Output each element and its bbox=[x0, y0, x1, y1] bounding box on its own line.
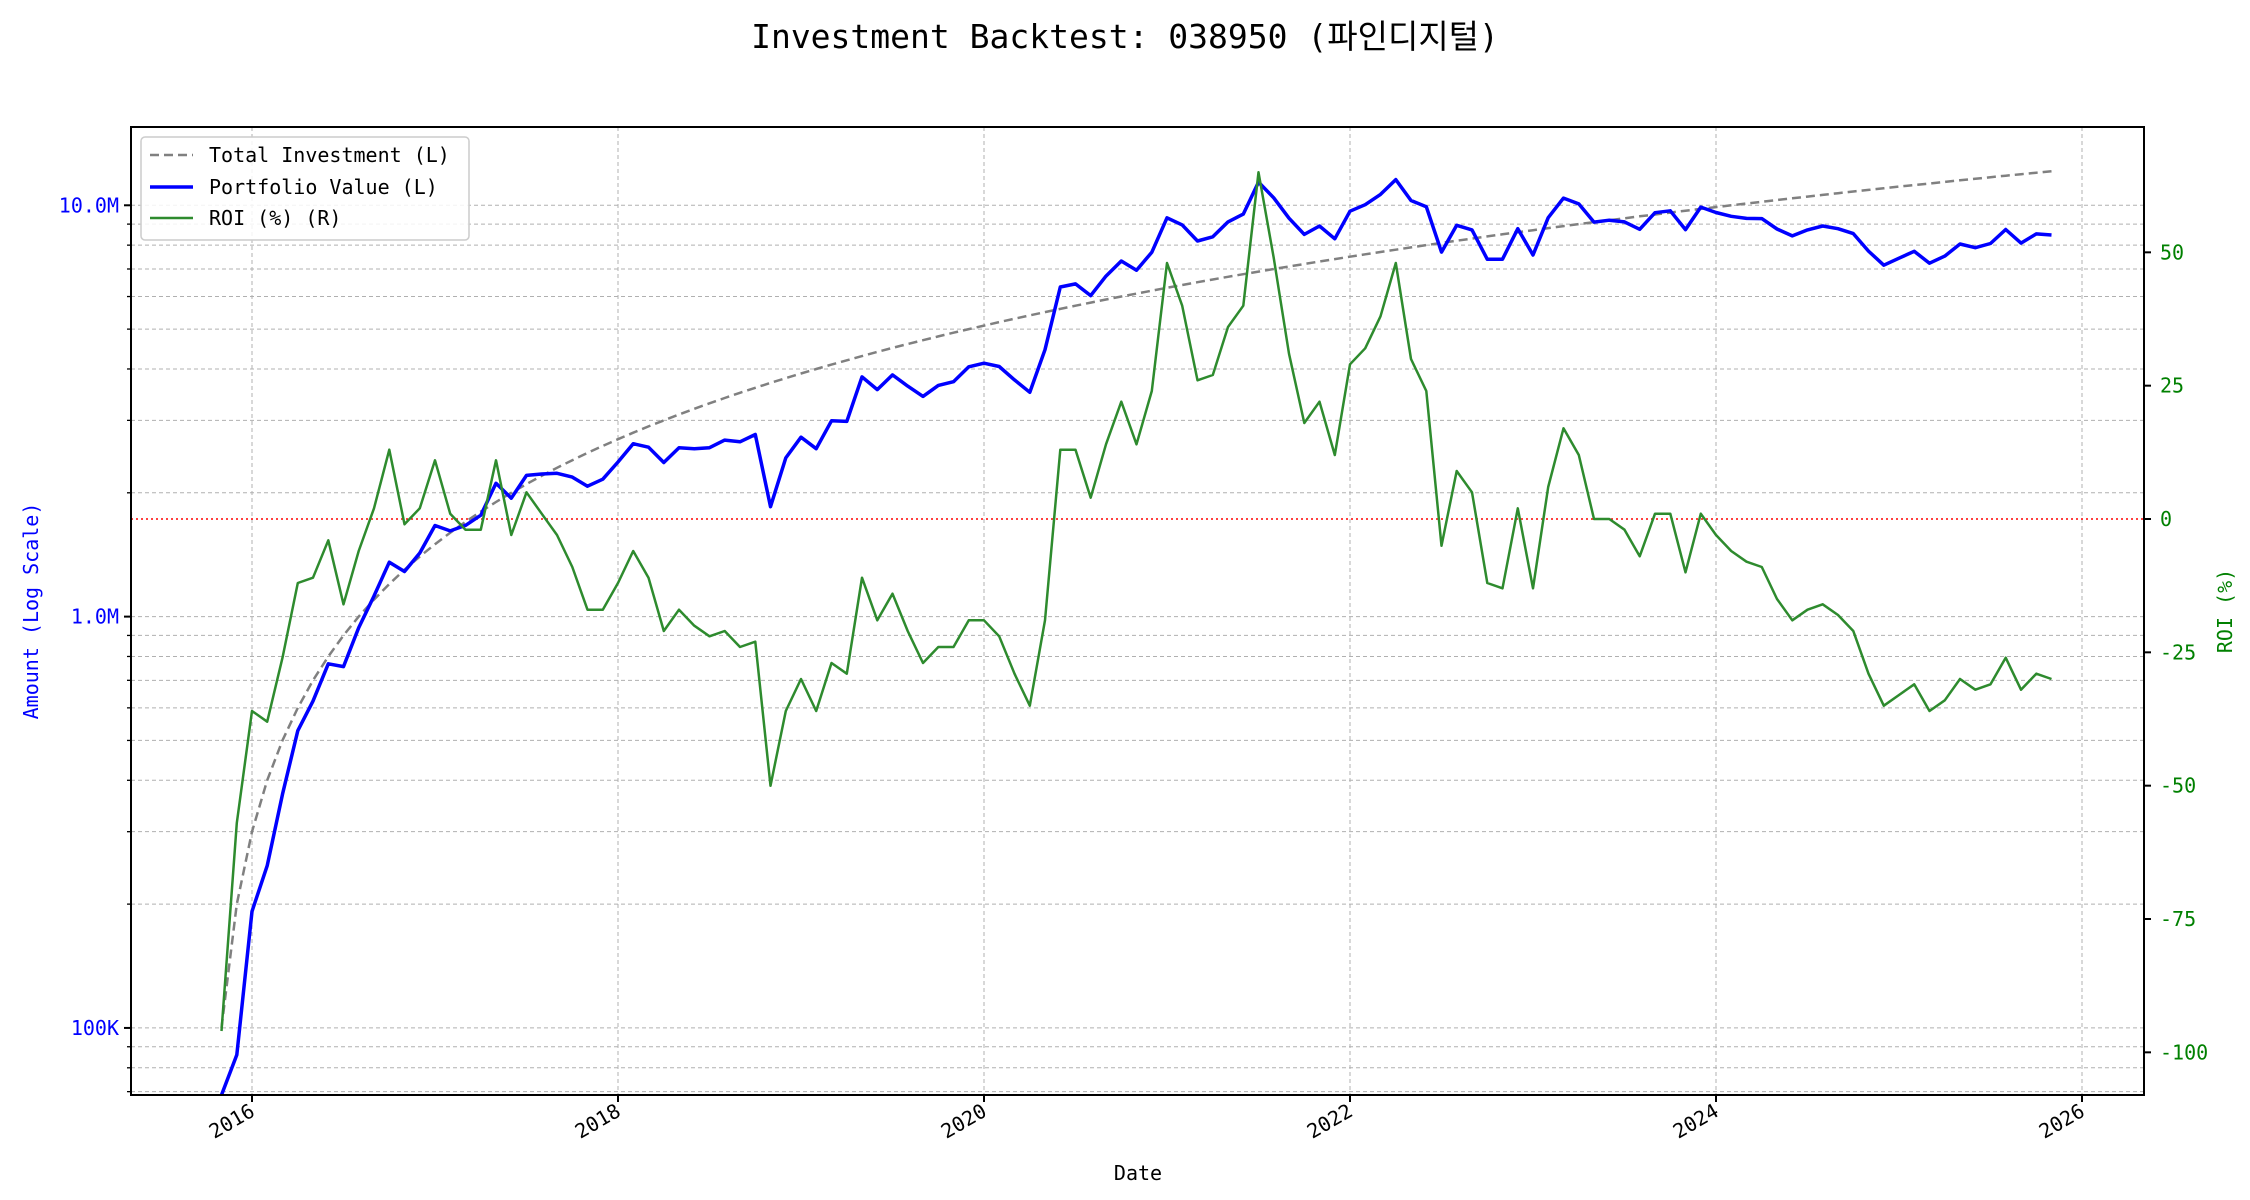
right-tick-label: -100 bbox=[2160, 1040, 2208, 1064]
left-tick-label: 100K bbox=[71, 1016, 119, 1040]
x-tick-label: 2022 bbox=[1303, 1099, 1357, 1144]
plot-area bbox=[131, 169, 2144, 1095]
right-tick-label: -25 bbox=[2160, 640, 2196, 664]
right-tick-label: -75 bbox=[2160, 907, 2196, 931]
x-tick-label: 2020 bbox=[937, 1099, 991, 1144]
legend: Total Investment (L) Portfolio Value (L)… bbox=[140, 136, 470, 241]
x-tick-label: 2018 bbox=[571, 1099, 625, 1144]
x-axis: 2016 2018 2020 2022 2024 2026 bbox=[205, 1095, 2089, 1143]
roi-line bbox=[220, 171, 2052, 1032]
left-y-axis: 100K 1.0M 10.0M bbox=[59, 193, 131, 1093]
left-tick-label: 1.0M bbox=[71, 605, 119, 629]
right-tick-label: 0 bbox=[2160, 507, 2172, 531]
x-axis-label: Date bbox=[1114, 1161, 1162, 1185]
grid-lines bbox=[131, 127, 2144, 1095]
right-y-axis-label: ROI (%) bbox=[2213, 569, 2237, 653]
left-tick-label: 10.0M bbox=[59, 193, 119, 217]
right-tick-label: 50 bbox=[2160, 240, 2184, 264]
portfolio-value-line bbox=[219, 177, 2052, 1095]
x-tick-label: 2016 bbox=[205, 1099, 259, 1144]
left-y-axis-label: Amount (Log Scale) bbox=[19, 503, 43, 720]
right-tick-label: 25 bbox=[2160, 374, 2184, 398]
x-tick-label: 2026 bbox=[2035, 1099, 2089, 1144]
legend-roi-label: ROI (%) (R) bbox=[209, 206, 341, 230]
axes-frame bbox=[130, 126, 2145, 1096]
right-y-axis: 50 25 0 -25 -50 -75 -100 bbox=[2144, 240, 2208, 1064]
legend-portfolio-label: Portfolio Value (L) bbox=[209, 175, 438, 199]
right-tick-label: -50 bbox=[2160, 774, 2196, 798]
x-tick-label: 2024 bbox=[1669, 1099, 1723, 1144]
legend-investment-label: Total Investment (L) bbox=[209, 143, 450, 167]
chart-title: Investment Backtest: 038950 (파인디지털) bbox=[751, 17, 1499, 56]
legend-box bbox=[140, 136, 470, 241]
